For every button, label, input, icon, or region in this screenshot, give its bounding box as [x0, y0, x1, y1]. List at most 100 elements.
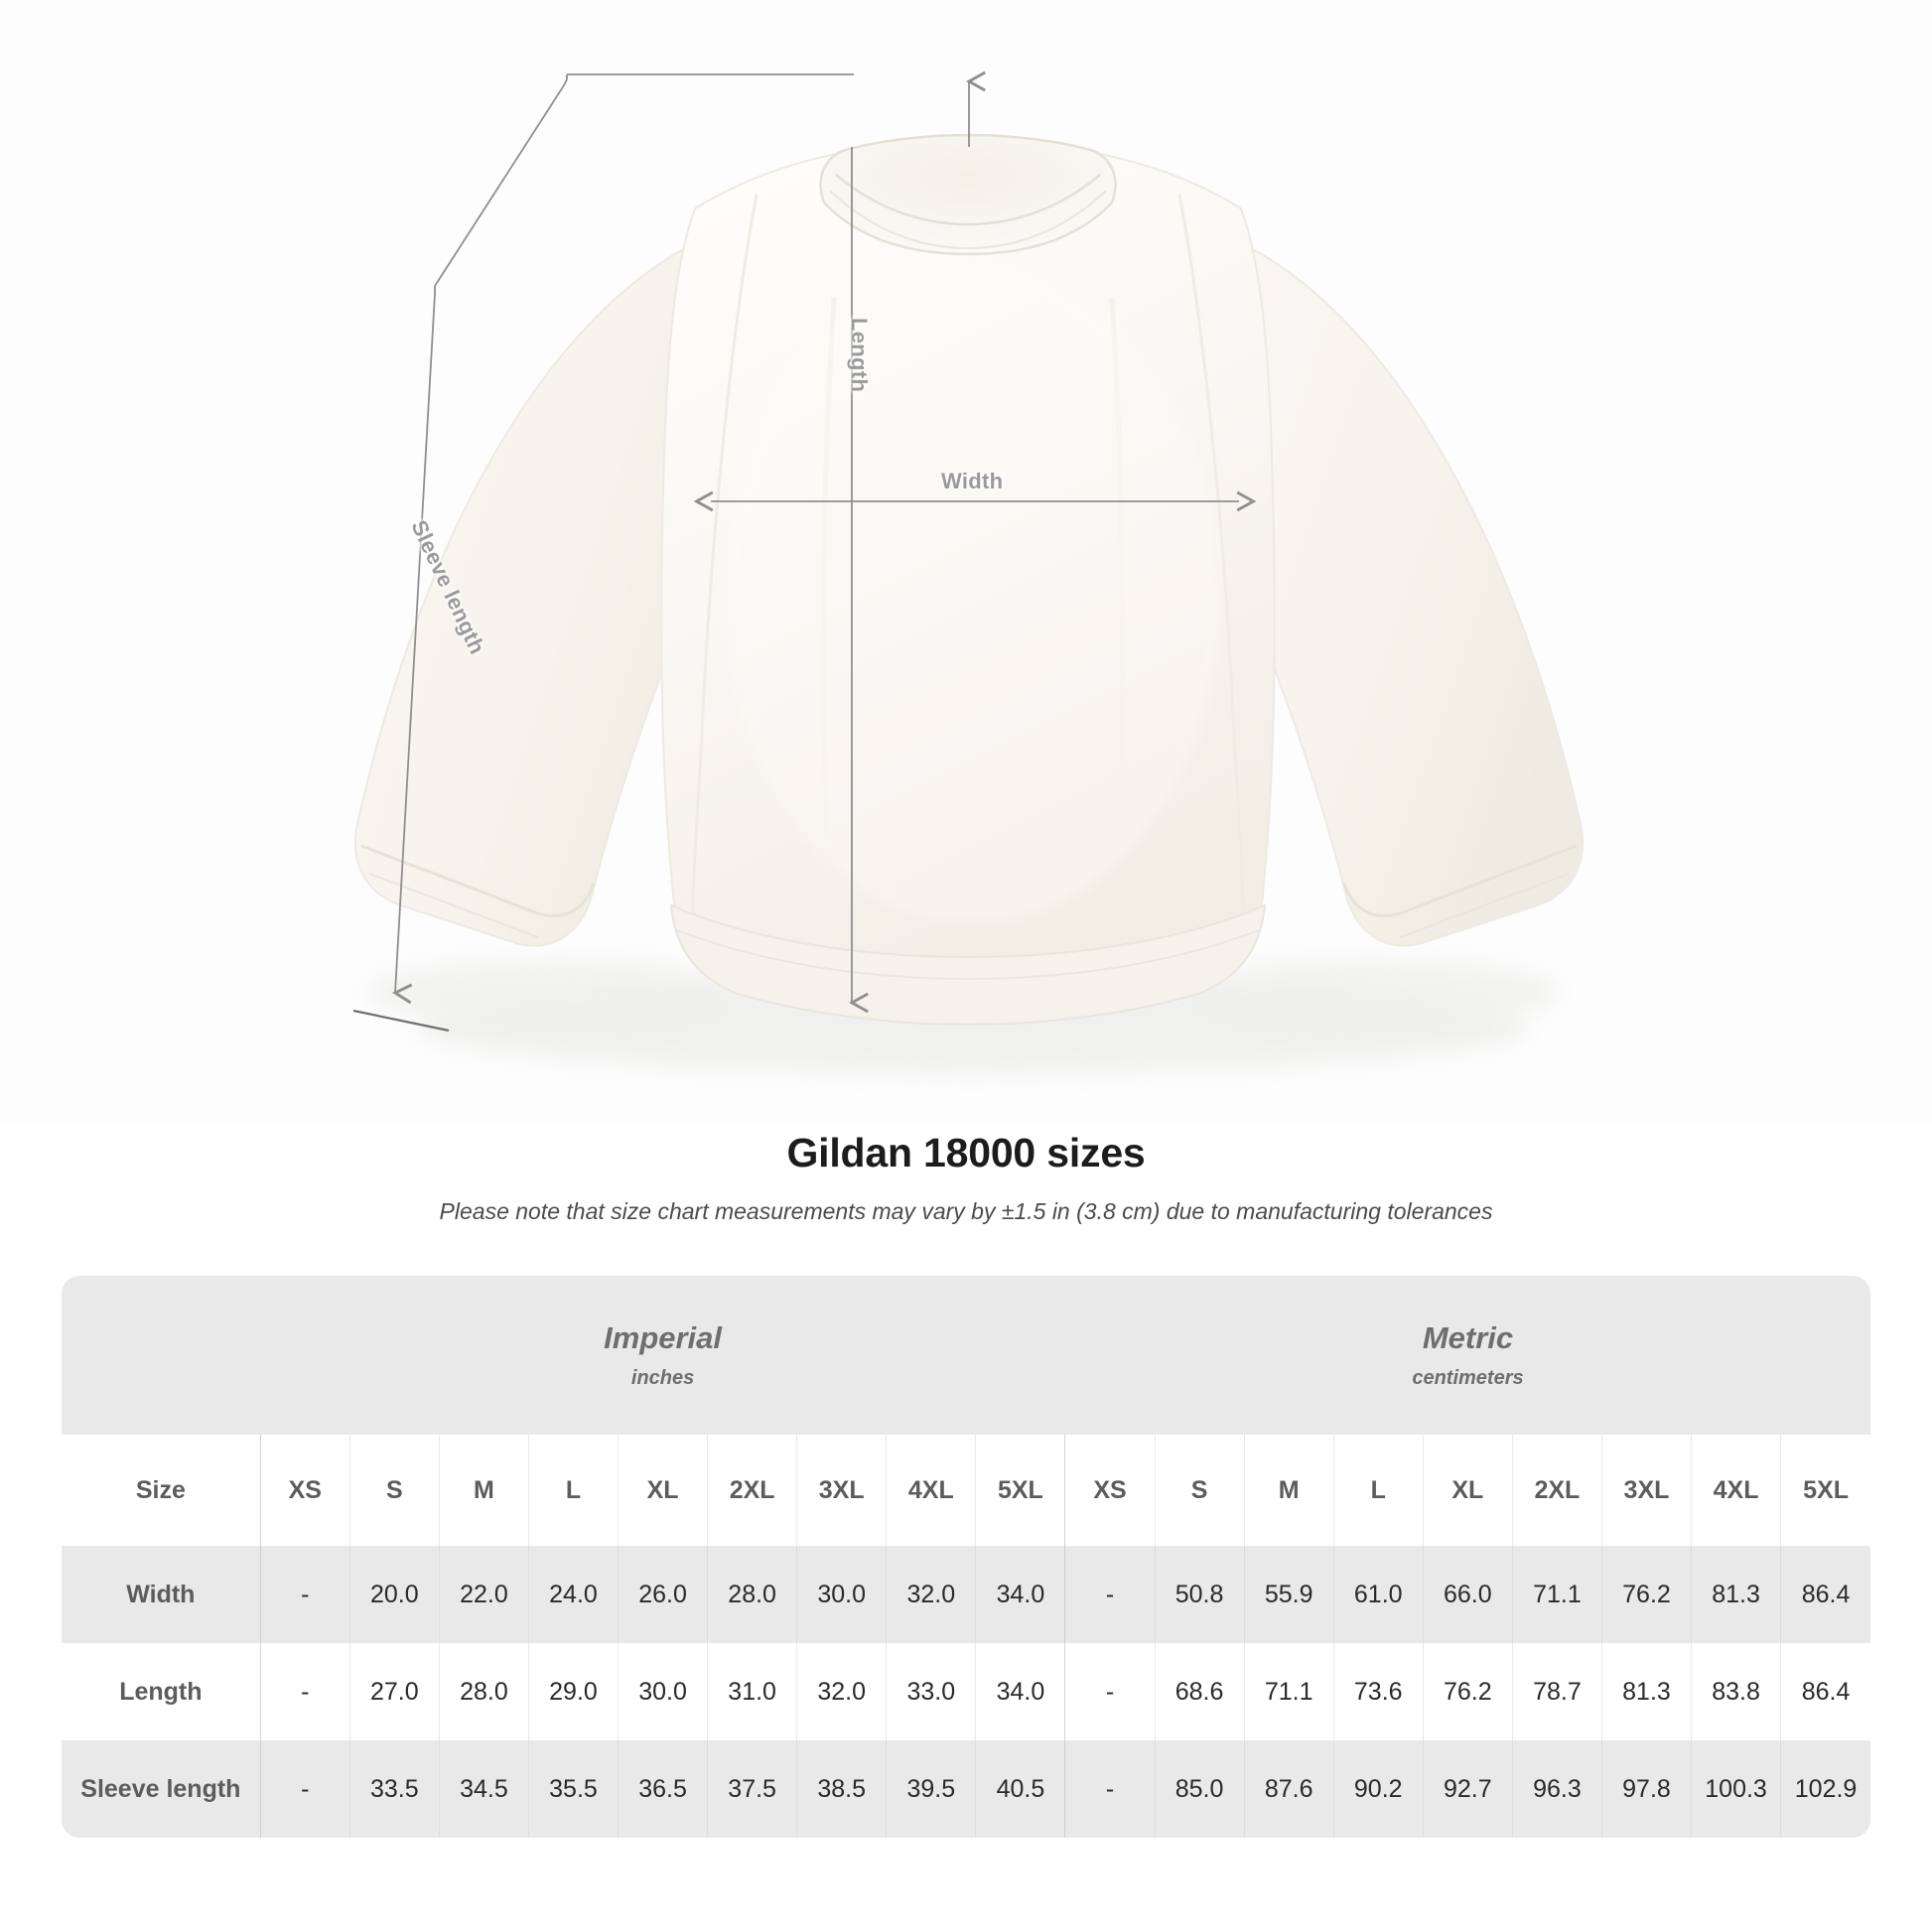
size-column-header: Size [62, 1435, 261, 1546]
cell-imperial: 31.0 [707, 1643, 797, 1740]
size-header-imperial-xs: XS [259, 1435, 350, 1546]
cell-metric: 71.1 [1243, 1643, 1334, 1740]
chart-note: Please note that size chart measurements… [439, 1198, 1493, 1224]
size-header-metric-5xl: 5XL [1780, 1435, 1870, 1546]
cell-imperial: 37.5 [707, 1740, 797, 1838]
cell-imperial: - [259, 1643, 350, 1740]
row-label-sleeve-length: Sleeve length [62, 1740, 261, 1838]
cell-imperial: 27.0 [348, 1643, 440, 1740]
size-header-imperial-s: S [348, 1435, 440, 1546]
cell-metric: 87.6 [1243, 1740, 1334, 1838]
cell-imperial: 32.0 [796, 1643, 887, 1740]
cell-metric: 76.2 [1422, 1643, 1513, 1740]
size-table-container: Imperial inches Metric centimeters Size X… [62, 1276, 1870, 1838]
cell-imperial: - [259, 1546, 350, 1643]
unit-group-metric: Metric centimeters [1064, 1276, 1870, 1435]
cell-metric: 85.0 [1154, 1740, 1245, 1838]
size-header-imperial-xl: XL [618, 1435, 708, 1546]
size-header-imperial-l: L [527, 1435, 619, 1546]
unit-sub-metric: centimeters [1412, 1367, 1524, 1390]
cell-imperial: 35.5 [527, 1740, 619, 1838]
cell-metric: 90.2 [1332, 1740, 1424, 1838]
size-header-metric-xl: XL [1422, 1435, 1513, 1546]
cell-imperial: 40.5 [975, 1740, 1065, 1838]
cell-metric: 97.8 [1600, 1740, 1692, 1838]
cell-metric: 73.6 [1332, 1643, 1424, 1740]
cell-imperial: 33.5 [348, 1740, 440, 1838]
size-table-head: Imperial inches Metric centimeters Size X… [62, 1276, 1870, 1546]
cell-imperial: 34.5 [438, 1740, 529, 1838]
cell-imperial: 22.0 [438, 1546, 529, 1643]
cell-metric: 81.3 [1600, 1643, 1692, 1740]
cell-imperial: - [259, 1740, 350, 1838]
product-photo-area: Length Width Sleeve length [352, 70, 1585, 1073]
cell-imperial: 24.0 [527, 1546, 619, 1643]
cell-imperial: 20.0 [348, 1546, 440, 1643]
cell-imperial: 34.0 [975, 1546, 1065, 1643]
width-measure-label: Width [941, 469, 1004, 493]
row-label-width: Width [62, 1546, 261, 1643]
size-table-body: Width -20.0 22.0 24.0 26.0 28.0 30.0 32.0 34.0-5… [62, 1546, 1870, 1838]
cell-imperial: 33.0 [886, 1643, 976, 1740]
sweatshirt-illustration [353, 133, 1585, 1073]
table-row: Sleeve length -33.5 34.5 35.5 36.5 37.5 38.5 39… [62, 1740, 1870, 1838]
cell-imperial: 28.0 [707, 1546, 797, 1643]
cell-imperial: 36.5 [618, 1740, 708, 1838]
cell-imperial: 32.0 [886, 1546, 976, 1643]
cell-metric: - [1064, 1740, 1156, 1838]
cell-metric: 68.6 [1154, 1643, 1245, 1740]
size-header-row: Size XS S M L XL 2XL 3XL 4XL 5XL XS S M L XL 2XL 3XL 4XL 5… [62, 1435, 1870, 1546]
cell-metric: - [1064, 1643, 1156, 1740]
size-header-metric-xs: XS [1064, 1435, 1156, 1546]
unit-sub-imperial: inches [630, 1367, 695, 1390]
unit-group-imperial: Imperial inches [260, 1276, 1065, 1435]
cell-metric: 61.0 [1332, 1546, 1424, 1643]
cell-metric: 96.3 [1511, 1740, 1602, 1838]
size-header-imperial-3xl: 3XL [796, 1435, 887, 1546]
cell-metric: - [1064, 1546, 1156, 1643]
cell-imperial: 28.0 [438, 1643, 529, 1740]
size-header-metric-m: M [1243, 1435, 1334, 1546]
cell-metric: 78.7 [1511, 1643, 1602, 1740]
cell-metric: 83.8 [1691, 1643, 1781, 1740]
table-row: Length -27.0 28.0 29.0 30.0 31.0 32.0 33.0 34.0-… [62, 1643, 1870, 1740]
cell-metric: 50.8 [1154, 1546, 1245, 1643]
cell-imperial: 30.0 [796, 1546, 887, 1643]
size-header-metric-s: S [1154, 1435, 1245, 1546]
cell-metric: 102.9 [1780, 1740, 1870, 1838]
size-header-imperial-5xl: 5XL [975, 1435, 1065, 1546]
chart-title: Gildan 18000 sizes [786, 1130, 1146, 1175]
cell-metric: 71.1 [1511, 1546, 1602, 1643]
unit-band-spacer [62, 1276, 261, 1435]
cell-metric: 92.7 [1422, 1740, 1513, 1838]
unit-band-row: Imperial inches Metric centimeters [62, 1276, 1870, 1435]
size-header-imperial-4xl: 4XL [886, 1435, 976, 1546]
cell-metric: 100.3 [1691, 1740, 1781, 1838]
cell-imperial: 29.0 [527, 1643, 619, 1740]
cell-imperial: 26.0 [618, 1546, 708, 1643]
cell-metric: 81.3 [1691, 1546, 1781, 1643]
table-row: Width -20.0 22.0 24.0 26.0 28.0 30.0 32.0 34.0-5… [62, 1546, 1870, 1643]
cell-metric: 76.2 [1600, 1546, 1692, 1643]
cell-imperial: 38.5 [796, 1740, 887, 1838]
cell-metric: 86.4 [1780, 1643, 1870, 1740]
unit-name-metric: Metric [1422, 1319, 1514, 1355]
size-header-metric-l: L [1332, 1435, 1424, 1546]
size-header-imperial-2xl: 2XL [707, 1435, 797, 1546]
cell-imperial: 39.5 [886, 1740, 976, 1838]
unit-name-imperial: Imperial [604, 1319, 723, 1355]
size-header-metric-2xl: 2XL [1511, 1435, 1602, 1546]
size-header-metric-4xl: 4XL [1691, 1435, 1781, 1546]
cell-metric: 55.9 [1243, 1546, 1334, 1643]
title-block: Gildan 18000 sizes Please note that size… [0, 1130, 1932, 1225]
cell-metric: 66.0 [1422, 1546, 1513, 1643]
cell-imperial: 30.0 [618, 1643, 708, 1740]
cell-metric: 86.4 [1780, 1546, 1870, 1643]
size-header-metric-3xl: 3XL [1600, 1435, 1692, 1546]
size-table: Imperial inches Metric centimeters Size X… [62, 1276, 1870, 1838]
size-header-imperial-m: M [438, 1435, 529, 1546]
cell-imperial: 34.0 [975, 1643, 1065, 1740]
row-label-length: Length [62, 1643, 261, 1740]
length-measure-label: Length [847, 318, 872, 393]
